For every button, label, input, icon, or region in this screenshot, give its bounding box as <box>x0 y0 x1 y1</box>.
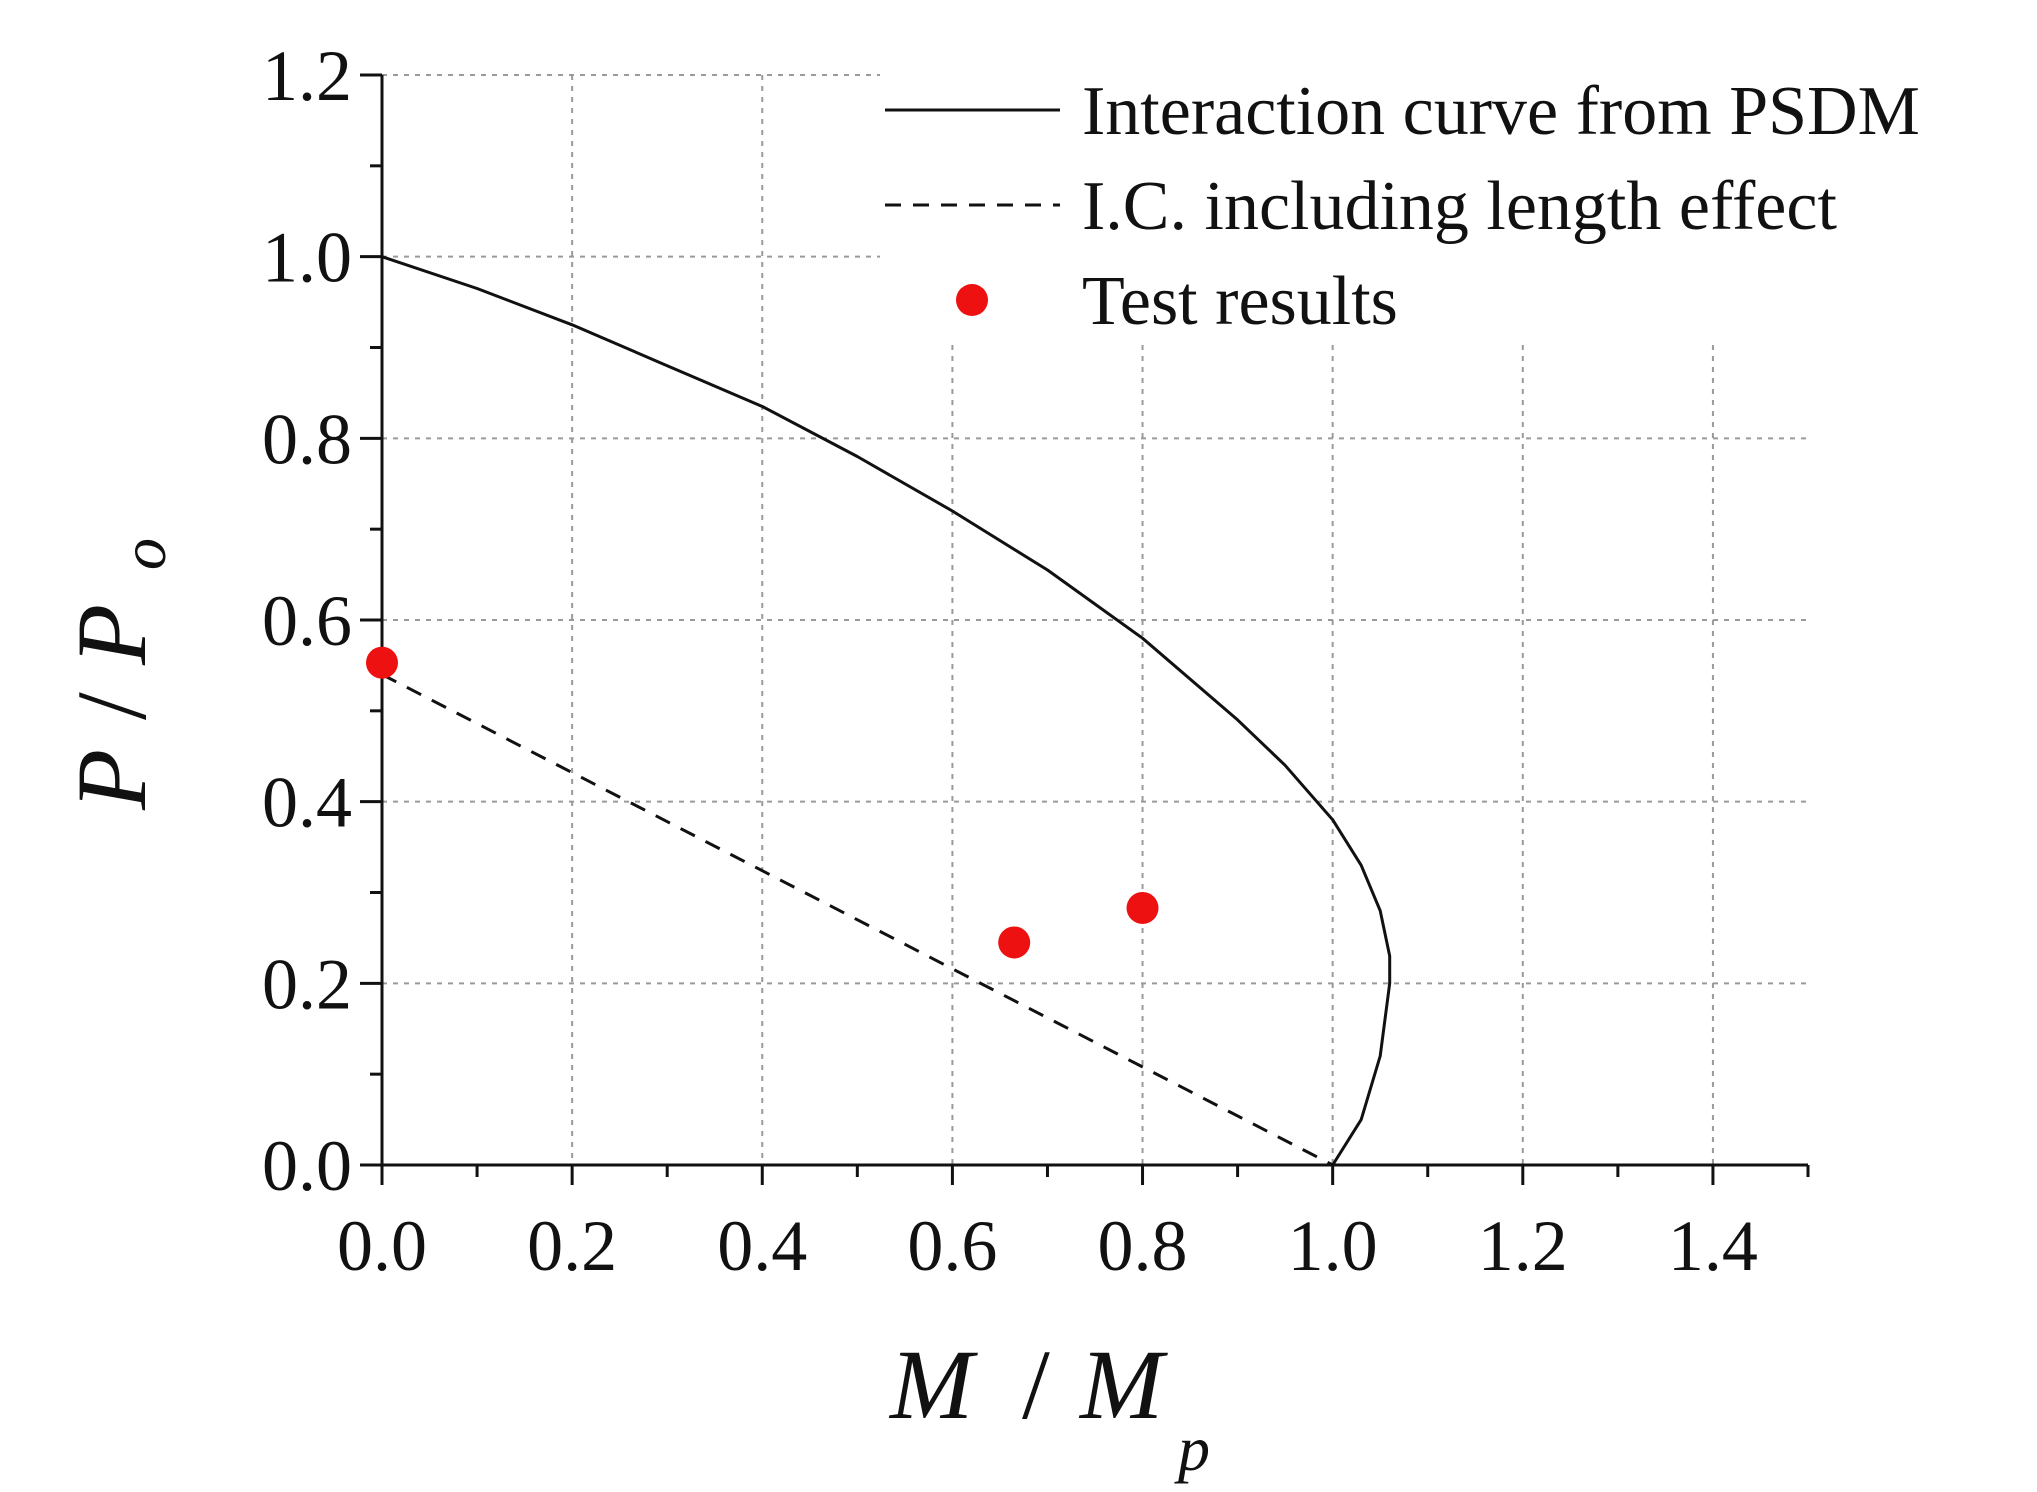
legend-marker-test <box>956 284 988 316</box>
test-result-point-1 <box>998 926 1031 959</box>
x-tick-label-3: 0.6 <box>907 1206 997 1286</box>
grid-lines <box>382 74 1808 1165</box>
legend-label-test-results: Test results <box>1082 263 1398 340</box>
y-tick-label-6: 1.2 <box>262 36 352 116</box>
y-tick-label-5: 1.0 <box>262 218 352 298</box>
y-axis-title-denom: P <box>56 604 167 666</box>
y-tick-label-2: 0.4 <box>262 763 352 843</box>
y-axis-title-sep: / <box>56 692 167 720</box>
y-axis-title-sub: o <box>108 538 179 570</box>
data-series <box>366 255 1392 1167</box>
x-tick-label-5: 1.0 <box>1288 1206 1378 1286</box>
x-tick-label-7: 1.4 <box>1668 1206 1758 1286</box>
x-axis-title: M / M p <box>888 1329 1210 1484</box>
x-axis-title-sep: / <box>1022 1329 1050 1440</box>
x-tick-label-0: 0.0 <box>337 1206 427 1286</box>
test-result-point-2 <box>1126 891 1159 924</box>
psdm-interaction-curve <box>381 255 1392 1166</box>
length-effect-curve <box>381 673 1334 1167</box>
y-axis-title: P / P o <box>56 538 179 811</box>
legend: Interaction curve from PSDM I.C. includi… <box>885 73 1920 340</box>
x-tick-label-1: 0.2 <box>527 1206 617 1286</box>
x-axis-title-denom: M <box>1078 1329 1168 1440</box>
x-axis-title-main: M <box>888 1329 978 1440</box>
y-axis-title-main: P <box>56 749 167 811</box>
x-tick-label-6: 1.2 <box>1478 1206 1568 1286</box>
legend-label-psdm: Interaction curve from PSDM <box>1082 73 1920 150</box>
y-tick-label-4: 0.8 <box>262 399 352 479</box>
y-tick-label-3: 0.6 <box>262 581 352 661</box>
x-axis-title-sub: p <box>1174 1413 1210 1484</box>
legend-label-length-effect: I.C. including length effect <box>1082 168 1837 245</box>
x-tick-label-4: 0.8 <box>1098 1206 1188 1286</box>
axes: 0.0 0.2 0.4 0.6 0.8 1.0 1.2 1.4 0.0 0.2 0.4 0.6 0.8 1… <box>262 36 1810 1286</box>
test-result-point-0 <box>366 646 398 679</box>
y-tick-label-0: 0.0 <box>262 1126 352 1206</box>
x-tick-label-2: 0.4 <box>717 1206 807 1286</box>
y-tick-label-1: 0.2 <box>262 944 352 1024</box>
